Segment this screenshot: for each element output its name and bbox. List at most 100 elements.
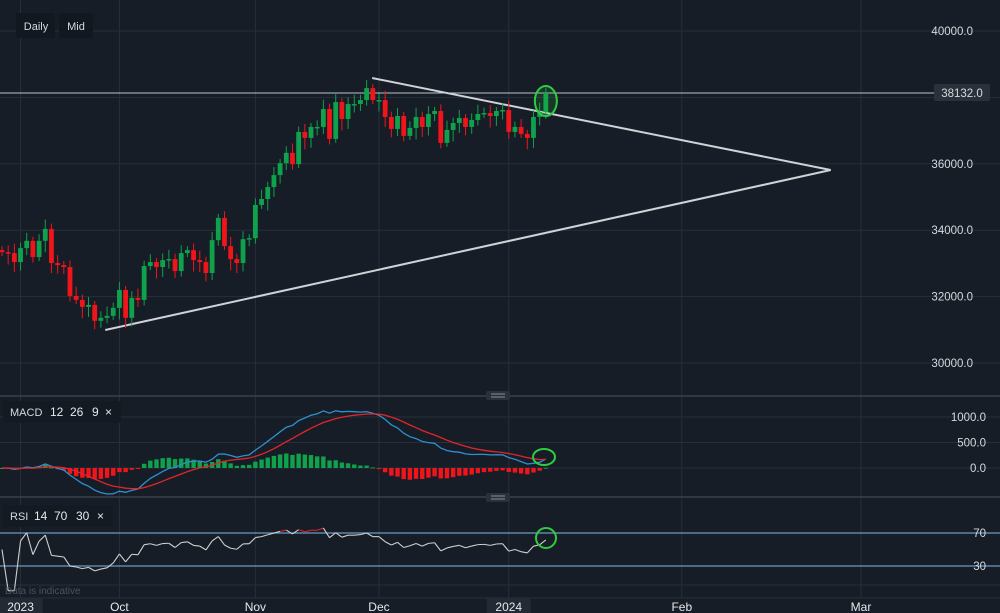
price-tick-label: 40000.0	[931, 26, 973, 38]
candle-body	[104, 315, 110, 318]
time-label-box	[486, 598, 531, 613]
rsi-segment	[403, 545, 411, 549]
pane-resize-handle[interactable]	[486, 493, 510, 502]
macd-histogram-bar	[197, 461, 202, 468]
candle-body	[49, 228, 54, 264]
macd-histogram-bar	[327, 460, 332, 468]
rsi-segment	[409, 542, 417, 547]
candle-body	[401, 115, 407, 136]
rsi-segment	[397, 541, 405, 548]
candle-body	[494, 111, 499, 116]
candle-body	[135, 297, 141, 300]
macd-close-icon[interactable]: ×	[105, 405, 112, 419]
interval-button[interactable]	[16, 13, 55, 38]
candle-body	[419, 116, 425, 127]
rsi-segment	[267, 532, 275, 536]
rsi-segment	[94, 568, 102, 572]
rsi-segment	[378, 536, 386, 543]
macd-histogram-bar	[389, 468, 394, 476]
macd-histogram-bar	[296, 453, 301, 468]
pane-resize-handle[interactable]	[486, 391, 510, 400]
trendlines[interactable]	[104, 77, 831, 331]
rsi-segment	[168, 542, 176, 548]
macd-histogram-bar	[531, 468, 536, 473]
rsi-segment	[118, 553, 127, 563]
macd-histogram-bar	[271, 455, 277, 468]
candle-body	[358, 100, 363, 105]
macd-histogram-bar	[525, 468, 530, 475]
rsi-segment	[224, 544, 231, 549]
candle-body	[11, 253, 17, 263]
candle-body	[30, 240, 36, 258]
rsi-segment	[57, 555, 64, 558]
trendline-upper-resistance	[371, 77, 831, 171]
rsi-segment	[440, 547, 448, 552]
macd-slow: 26	[70, 405, 84, 419]
macd-histogram-bar	[475, 468, 481, 474]
rsi-segment	[514, 549, 522, 553]
time-tick-label: Nov	[245, 600, 266, 613]
time-tick-label: Mar	[851, 600, 872, 613]
macd-histogram-bar	[382, 468, 388, 473]
price-type-button[interactable]	[59, 13, 93, 38]
rsi-segment	[106, 562, 114, 569]
price-type-label[interactable]: Mid	[67, 21, 85, 33]
rsi-segment	[137, 544, 145, 556]
macd-legend[interactable]: MACD 12 26 9 ×	[3, 401, 121, 423]
rsi-segment	[217, 536, 225, 546]
macd-histogram-bar	[512, 468, 518, 473]
rsi-segment	[483, 543, 491, 546]
macd-histogram-bar	[117, 468, 122, 473]
macd-histogram-bar	[86, 468, 91, 479]
candle-body	[426, 114, 431, 127]
candle-body	[475, 114, 481, 120]
macd-histogram-bar	[488, 468, 493, 472]
rsi-segment	[32, 540, 40, 555]
macd-histogram-bar	[370, 467, 375, 469]
candle-body	[79, 299, 85, 307]
candle-body	[277, 163, 283, 176]
macd-histogram-bar	[135, 468, 141, 469]
macd-tick-label: 500.0	[957, 438, 986, 450]
rsi-close-icon[interactable]: ×	[97, 509, 104, 523]
candle-body	[18, 248, 23, 263]
macd-histogram-bar	[49, 467, 54, 469]
rsi-axis: 70 30	[0, 528, 1000, 573]
macd-histogram-bar	[444, 468, 450, 479]
macd-tick-label: 0.0	[970, 463, 986, 475]
macd-histogram-bar	[92, 468, 97, 480]
time-axis[interactable]: 2023 Oct Nov Dec 2024 Feb Mar	[0, 598, 871, 613]
candle-body	[0, 250, 5, 253]
toolbar: Daily Mid	[16, 13, 93, 38]
candle-body	[141, 266, 147, 300]
rsi-segment	[1, 549, 9, 591]
candle-body	[36, 240, 42, 258]
macd-histogram-bar	[172, 459, 178, 468]
macd-histogram	[0, 453, 549, 480]
candle-body	[234, 259, 240, 264]
candle-body	[92, 304, 98, 321]
candle-body	[370, 88, 376, 101]
macd-histogram-bar	[154, 459, 159, 468]
macd-histogram-bar	[123, 468, 128, 473]
interval-label[interactable]: Daily	[24, 21, 49, 33]
rsi-segment	[88, 566, 95, 572]
candle-body	[531, 116, 536, 138]
candle-body	[438, 111, 444, 143]
rsi-segment	[63, 556, 71, 567]
time-label-box	[0, 598, 43, 613]
candle-body	[252, 204, 258, 239]
rsi-legend[interactable]: RSI 14 70 30 ×	[3, 505, 113, 527]
candle-body	[364, 88, 370, 101]
candlesticks	[0, 80, 549, 330]
candle-body	[55, 263, 61, 266]
rsi-segment	[298, 529, 305, 533]
macd-histogram-bar	[450, 468, 456, 478]
candle-body	[203, 262, 209, 274]
price-axis: 40000.0 36000.0 34000.0 32000.0 30000.0	[931, 26, 973, 370]
macd-histogram-bar	[308, 455, 314, 468]
candle-body	[24, 240, 30, 249]
candle-body	[339, 102, 345, 119]
